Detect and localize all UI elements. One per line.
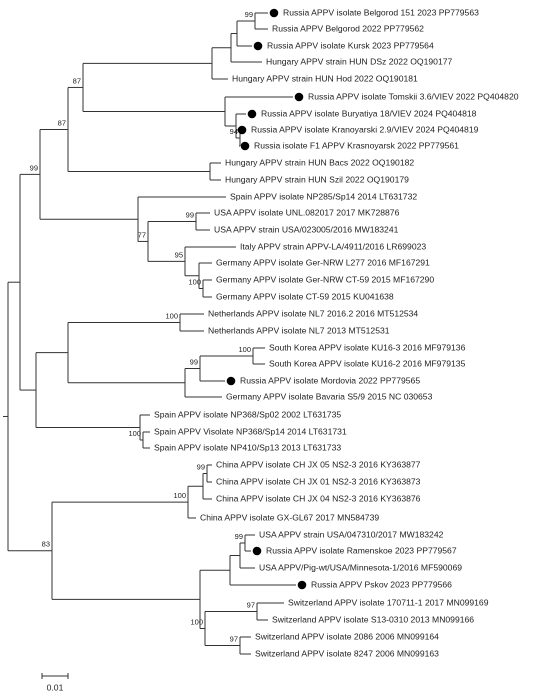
leaf-label: Spain APPV isolate NP368/Sp02 2002 LT631… bbox=[154, 409, 341, 419]
leaf-label: Germany APPV isolate Ger-NRW CT-59 2015 … bbox=[216, 274, 434, 284]
leaf-label: South Korea APPV isolate KU16-3 2016 MF9… bbox=[269, 342, 466, 352]
leaf-label: Switzerland APPV isolate S13-0310 2013 M… bbox=[272, 614, 474, 624]
marker-dot bbox=[252, 546, 262, 556]
bootstrap-value: 97 bbox=[247, 600, 255, 609]
bootstrap-value: 83 bbox=[42, 540, 50, 549]
leaf-label: Russia APPV Belgorod 2022 PP779562 bbox=[272, 23, 424, 33]
bootstrap-value: 94 bbox=[230, 127, 238, 136]
marker-dot bbox=[247, 109, 257, 119]
bootstrap-value: 97 bbox=[230, 634, 238, 643]
marker-dot bbox=[294, 92, 304, 102]
marker-dot bbox=[297, 580, 307, 590]
leaf-label: Hungary APPV strain HUN Szil 2022 OQ1901… bbox=[225, 174, 409, 184]
marker-dot bbox=[269, 8, 279, 18]
leaf-label: USA APPV strain USA/047310/2017 MW183242 bbox=[259, 529, 444, 539]
bootstrap-value: 100 bbox=[188, 277, 201, 286]
leaf-label: Russia APPV isolate Mordovia 2022 PP7795… bbox=[240, 375, 420, 385]
leaf-label: China APPV isolate CH JX 01 NS2-3 2016 K… bbox=[216, 476, 421, 486]
bootstrap-value: 77 bbox=[138, 230, 146, 239]
marker-dot bbox=[240, 141, 250, 151]
leaf-label: Russia APPV isolate Ramenskoe 2023 PP779… bbox=[266, 545, 457, 555]
bootstrap-value: 99 bbox=[235, 532, 243, 541]
leaf-label: China APPV isolate GX-GL67 2017 MN584739 bbox=[200, 512, 379, 522]
leaf-label: China APPV isolate CH JX 04 NS2-3 2016 K… bbox=[216, 493, 421, 503]
leaf-label: Russia APPV Pskov 2023 PP779566 bbox=[311, 579, 452, 589]
leaf-label: Russia isolate F1 APPV Krasnoyarsk 2022 … bbox=[254, 140, 459, 150]
leaf-label: Spain APPV Visolate NP368/Sp14 2014 LT63… bbox=[154, 426, 347, 436]
bootstrap-value: 87 bbox=[73, 76, 81, 85]
bootstrap-value: 99 bbox=[186, 210, 194, 219]
bootstrap-value: 100 bbox=[165, 311, 178, 320]
leaf-label: USA APPV isolate UNL.082017 2017 MK72887… bbox=[214, 207, 400, 217]
leaf-label: Hungary APPV strain HUN Bacs 2022 OQ1901… bbox=[225, 157, 414, 167]
bootstrap-value: 100 bbox=[190, 617, 203, 626]
leaf-label: Netherlands APPV isolate NL7 2013 MT5125… bbox=[208, 325, 390, 335]
leaf-label: Germany APPV isolate CT-59 2015 KU041638 bbox=[216, 291, 394, 301]
bootstrap-value: 100 bbox=[238, 345, 251, 354]
leaf-label: Russia APPV isolate Belgorod 151 2023 PP… bbox=[283, 7, 479, 17]
bootstrap-value: 99 bbox=[245, 10, 253, 19]
leaf-label: Spain APPV isolate NP285/Sp14 2014 LT631… bbox=[230, 191, 417, 201]
scale-bar: 0.01 bbox=[41, 673, 69, 692]
leaf-label: Switzerland APPV isolate 8247 2006 MN099… bbox=[255, 648, 439, 658]
leaf-label: Germany APPV isolate Ger-NRW L277 2016 M… bbox=[216, 257, 430, 267]
leaf-label: Russia APPV isolate Buryatiya 18/VIEV 20… bbox=[261, 108, 477, 118]
leaf-label: Netherlands APPV isolate NL7 2016.2 2016… bbox=[208, 308, 418, 318]
marker-dot bbox=[253, 41, 263, 51]
bootstrap-value: 87 bbox=[58, 118, 66, 127]
leaf-label: Russia APPV isolate Tomskii 3.6/VIEV 202… bbox=[308, 91, 519, 101]
bootstrap-value: 100 bbox=[128, 429, 141, 438]
bootstrap-value: 100 bbox=[173, 491, 186, 500]
leaf-label: Russia APPV isolate Kranoyarski 2.9/VIEV… bbox=[251, 124, 479, 134]
bootstrap-value: 99 bbox=[190, 357, 198, 366]
bootstrap-value: 95 bbox=[175, 250, 183, 259]
leaf-label: Switzerland APPV isolate 2086 2006 MN099… bbox=[255, 631, 439, 641]
bootstrap-value: 99 bbox=[197, 462, 205, 471]
leaf-label: China APPV isolate CH JX 05 NS2-3 2016 K… bbox=[216, 459, 421, 469]
leaf-label: Italy APPV strain APPV-LA/4911/2016 LR69… bbox=[240, 241, 426, 251]
marker-dot bbox=[237, 125, 247, 135]
leaf-label: Hungary APPV strain HUN DSz 2022 OQ19017… bbox=[266, 56, 453, 66]
leaf-label: Hungary APPV strain HUN Hod 2022 OQ19018… bbox=[232, 73, 418, 83]
leaf-label: Germany APPV isolate Bavaria S5/9 2015 N… bbox=[226, 391, 433, 401]
marker-dot bbox=[226, 376, 236, 386]
leaf-label: Russia APPV isolate Kursk 2023 PP779564 bbox=[267, 40, 434, 50]
leaf-label: USA APPV strain USA/023005/2016 MW183241 bbox=[214, 224, 399, 234]
leaf-label: South Korea APPV isolate KU16-2 2016 MF9… bbox=[269, 358, 466, 368]
leaf-label: Spain APPV isolate NP410/Sp13 2013 LT631… bbox=[154, 442, 341, 452]
leaf-label: Switzerland APPV isolate 170711-1 2017 M… bbox=[288, 597, 489, 607]
leaf-label: USA APPV/Pig-wt/USA/Minnesota-1/2016 MF5… bbox=[259, 562, 462, 572]
scale-label: 0.01 bbox=[47, 682, 64, 692]
bootstrap-value: 99 bbox=[30, 163, 38, 172]
